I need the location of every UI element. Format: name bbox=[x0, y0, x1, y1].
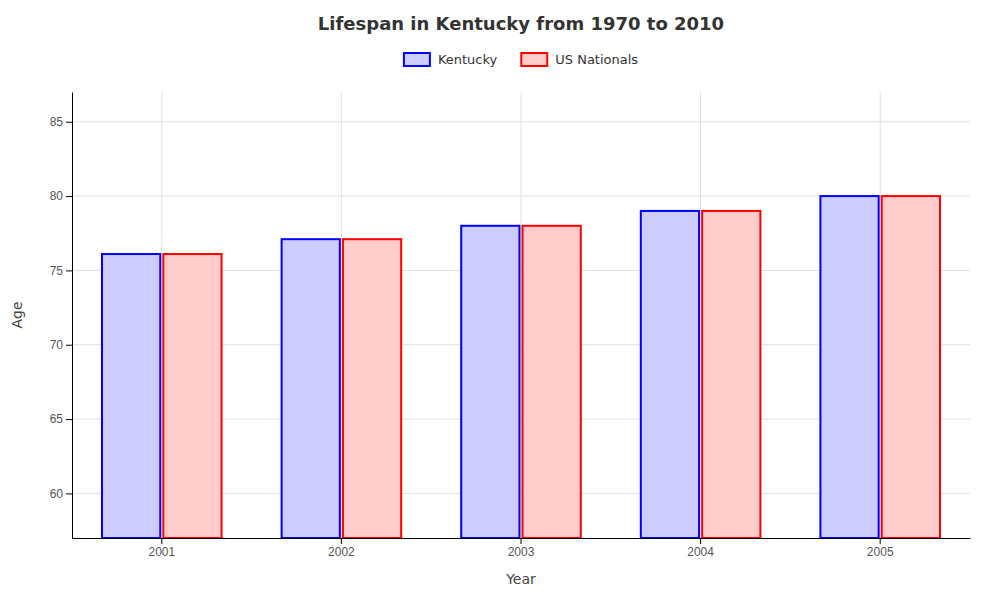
bar bbox=[523, 226, 581, 538]
bar-series bbox=[163, 196, 940, 538]
tick: 70 bbox=[50, 338, 72, 352]
tick-mark bbox=[66, 345, 72, 346]
tick-label: 80 bbox=[50, 189, 64, 203]
grid-line bbox=[700, 92, 701, 538]
bar bbox=[163, 254, 221, 538]
y-axis-title: Age bbox=[9, 301, 25, 328]
grid-line bbox=[521, 92, 522, 538]
grid-line bbox=[880, 92, 881, 538]
tick-label: 2001 bbox=[148, 545, 175, 559]
tick-mark bbox=[66, 122, 72, 123]
bar bbox=[102, 254, 160, 538]
bar bbox=[282, 239, 340, 538]
tick-label: 2004 bbox=[687, 545, 714, 559]
tick: 2002 bbox=[328, 538, 355, 559]
axis-line bbox=[72, 93, 73, 539]
tick: 2005 bbox=[867, 538, 894, 559]
tick-mark bbox=[341, 538, 342, 544]
chart: 2001 2002 2003 2004 2005 60 65 70 75 80 85 Year Age L… bbox=[0, 0, 1000, 600]
tick-mark bbox=[161, 538, 162, 544]
tick-mark bbox=[66, 419, 72, 420]
tick: 2001 bbox=[148, 538, 175, 559]
x-axis-title: Year bbox=[505, 571, 536, 587]
x-axis: 2001 2002 2003 2004 2005 bbox=[73, 538, 971, 559]
tick-label: 70 bbox=[50, 338, 64, 352]
tick-label: 2002 bbox=[328, 545, 355, 559]
tick-label: 65 bbox=[50, 412, 64, 426]
title: Lifespan in Kentucky from 1970 to 2010 bbox=[318, 13, 724, 34]
grid-line bbox=[341, 92, 342, 538]
bar bbox=[702, 211, 760, 538]
y-axis: 60 65 70 75 80 85 bbox=[50, 93, 73, 539]
tick-label: 2005 bbox=[867, 545, 894, 559]
tick-mark bbox=[880, 538, 881, 544]
legend-swatch bbox=[404, 53, 430, 66]
tick: 80 bbox=[50, 189, 72, 203]
tick-label: 75 bbox=[50, 264, 64, 278]
tick-label: 85 bbox=[50, 115, 64, 129]
tick: 60 bbox=[50, 487, 72, 501]
legend-label: US Nationals bbox=[555, 52, 638, 67]
bar bbox=[641, 211, 699, 538]
legend: Kentucky US Nationals bbox=[404, 52, 638, 67]
tick-mark bbox=[700, 538, 701, 544]
bar bbox=[343, 239, 401, 538]
legend-swatch bbox=[521, 53, 547, 66]
bars bbox=[102, 196, 940, 538]
tick: 85 bbox=[50, 115, 72, 129]
tick: 65 bbox=[50, 412, 72, 426]
tick-mark bbox=[521, 538, 522, 544]
grid bbox=[72, 92, 970, 538]
legend-item: US Nationals bbox=[521, 52, 638, 67]
tick: 2004 bbox=[687, 538, 714, 559]
legend-label: Kentucky bbox=[438, 52, 498, 67]
tick-label: 60 bbox=[50, 487, 64, 501]
tick-label: 2003 bbox=[508, 545, 535, 559]
bar bbox=[461, 226, 519, 538]
tick-mark bbox=[66, 196, 72, 197]
plot: 2001 2002 2003 2004 2005 60 65 70 75 80 85 bbox=[50, 92, 971, 559]
tick-mark bbox=[66, 270, 72, 271]
grid-line bbox=[161, 92, 162, 538]
tick: 2003 bbox=[508, 538, 535, 559]
bar bbox=[882, 196, 940, 538]
bar-series bbox=[102, 196, 879, 538]
bar bbox=[820, 196, 878, 538]
tick: 75 bbox=[50, 264, 72, 278]
tick-mark bbox=[66, 493, 72, 494]
legend-item: Kentucky bbox=[404, 52, 498, 67]
